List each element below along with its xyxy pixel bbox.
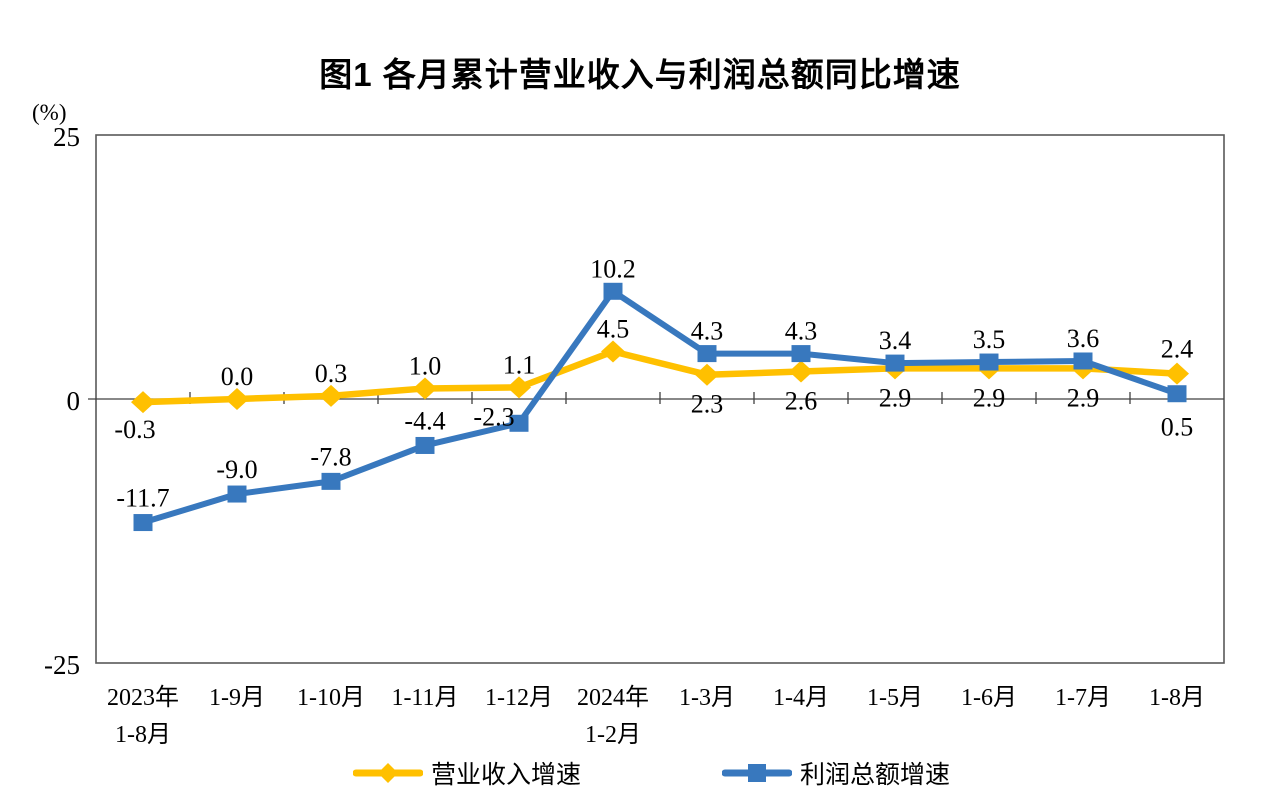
x-axis-tick-label: 1-9月 [209, 685, 265, 711]
profit-data-label: 10.2 [590, 254, 636, 283]
profit-data-label: 3.4 [879, 326, 912, 355]
profit-square-marker [509, 414, 529, 432]
y-axis-unit-label: (%) [32, 100, 67, 125]
revenue-data-label: 2.4 [1161, 335, 1194, 364]
x-axis-tick-label: 1-2月 [585, 722, 641, 748]
revenue-diamond-marker [601, 340, 625, 363]
revenue-data-label: 0.0 [221, 362, 254, 391]
profit-square-marker [1167, 385, 1187, 403]
revenue-series-line [139, 348, 1181, 406]
profit-square-marker [1073, 352, 1093, 370]
profit-data-label: 3.6 [1067, 324, 1100, 353]
y-axis-tick-label: 0 [67, 386, 81, 416]
revenue-data-label: 1.1 [503, 350, 536, 379]
profit-data-label: 3.5 [973, 325, 1006, 354]
revenue-diamond-marker [225, 388, 249, 410]
x-axis-tick-label: 1-5月 [867, 685, 923, 711]
profit-data-label: -2.3 [473, 402, 514, 431]
revenue-line-diamond-swatch [353, 763, 423, 783]
profit-square-marker [979, 353, 999, 371]
x-axis-tick-label: 1-12月 [485, 685, 553, 711]
revenue-data-label: 4.5 [597, 314, 630, 343]
profit-data-label: -4.4 [404, 406, 445, 435]
chart-legend: 营业收入增速 利润总额增速 [0, 756, 1280, 790]
legend-item-profit: 利润总额增速 [722, 756, 950, 790]
x-axis-tick-label: 1-8月 [115, 722, 171, 748]
revenue-data-label: 0.3 [315, 359, 348, 388]
x-axis-tick-label: 1-7月 [1055, 685, 1111, 711]
x-axis-tick-label: 1-10月 [297, 685, 365, 711]
x-axis-tick-label: 1-3月 [679, 685, 735, 711]
profit-square-marker [415, 436, 435, 454]
revenue-data-label: 1.0 [409, 351, 442, 380]
revenue-diamond-marker [413, 377, 437, 400]
revenue-data-label: 2.3 [691, 390, 724, 419]
profit-series-line [140, 288, 1180, 526]
profit-square-marker [791, 345, 811, 363]
revenue-diamond-marker [789, 360, 813, 383]
x-axis-tick-label: 1-11月 [391, 685, 458, 711]
x-axis-tick-label: 1-4月 [773, 685, 829, 711]
profit-line-square-swatch [722, 764, 792, 782]
revenue-data-label: -0.3 [114, 415, 155, 444]
profit-square-marker [697, 345, 717, 363]
x-axis-tick-label: 1-6月 [961, 685, 1017, 711]
revenue-data-label: 2.9 [879, 383, 912, 412]
profit-data-label: 4.3 [785, 317, 818, 346]
revenue-diamond-marker [319, 384, 343, 407]
profit-data-label: 4.3 [691, 317, 724, 346]
revenue-data-label: 2.9 [1067, 383, 1100, 412]
x-axis-tick-label: 1-8月 [1149, 685, 1205, 711]
x-axis-tick-label: 2024年 [577, 684, 649, 711]
legend-item-revenue: 营业收入增速 [353, 756, 581, 790]
revenue-data-label: 2.9 [973, 383, 1006, 412]
profit-data-label: -7.8 [310, 442, 351, 471]
profit-square-marker [321, 472, 341, 490]
profit-square-marker [603, 282, 623, 300]
profit-square-marker [133, 514, 153, 532]
legend-label-profit: 利润总额增速 [800, 762, 951, 789]
revenue-data-label: 2.6 [785, 387, 818, 416]
profit-square-marker [227, 485, 247, 503]
legend-label-revenue: 营业收入增速 [431, 762, 582, 789]
profit-data-label: -11.7 [116, 484, 169, 513]
revenue-diamond-marker [131, 391, 155, 414]
y-axis-tick-label: 25 [53, 122, 80, 152]
y-axis-tick-label: -25 [44, 650, 80, 680]
revenue-diamond-marker [507, 376, 531, 399]
revenue-diamond-marker [695, 363, 719, 386]
chart-title: 图1 各月累计营业收入与利润总额同比增速 [319, 56, 961, 93]
profit-data-label: -9.0 [216, 455, 257, 484]
profit-square-marker [885, 354, 905, 372]
profit-data-label: 0.5 [1161, 413, 1194, 442]
x-axis-tick-label: 2023年 [107, 684, 179, 711]
revenue-diamond-marker [1165, 362, 1189, 385]
